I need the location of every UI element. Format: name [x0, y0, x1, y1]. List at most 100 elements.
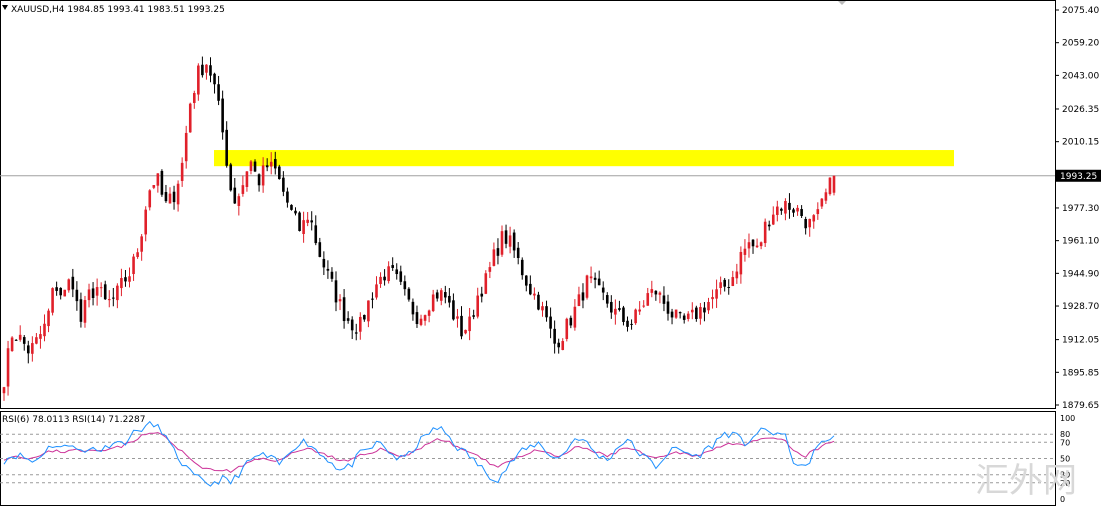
candle	[581, 283, 585, 309]
candle	[241, 175, 245, 197]
candle	[439, 288, 443, 306]
candle	[638, 301, 641, 315]
candle	[79, 292, 83, 328]
candle	[824, 188, 828, 204]
candle	[496, 238, 500, 265]
candle-body	[601, 287, 605, 293]
candle-body	[476, 295, 480, 317]
candle-body	[642, 305, 646, 307]
candle	[278, 164, 281, 180]
candle	[302, 211, 305, 243]
candle-body	[780, 208, 783, 211]
candle-body	[83, 300, 87, 323]
rsi-tick-label: 20	[1060, 479, 1070, 488]
candle	[504, 224, 508, 249]
candle	[140, 234, 143, 261]
candle-body	[832, 175, 836, 193]
scroll-marker-icon[interactable]	[838, 1, 846, 5]
candle	[472, 309, 475, 320]
candle	[804, 216, 807, 235]
candle-body	[278, 166, 281, 180]
candle	[711, 289, 714, 309]
candle-body	[480, 293, 484, 297]
candle-body	[492, 249, 496, 266]
candle	[776, 200, 779, 222]
candle	[26, 340, 30, 364]
candle	[524, 275, 528, 292]
candle-body	[383, 276, 386, 281]
candle	[107, 290, 111, 308]
candle	[217, 75, 220, 106]
candle-body	[618, 308, 621, 310]
candle	[403, 275, 407, 296]
candle	[431, 289, 435, 313]
candle-body	[241, 185, 245, 194]
candle-body	[545, 306, 548, 318]
candle	[654, 290, 658, 301]
candle	[399, 265, 403, 286]
candle	[172, 185, 176, 210]
candle-body	[496, 248, 500, 256]
candle-body	[828, 177, 832, 195]
candle-body	[391, 265, 394, 268]
candle	[18, 325, 22, 342]
candle	[512, 229, 516, 258]
price-tick-label: 1977.30	[1062, 204, 1099, 214]
candle	[55, 281, 58, 296]
candle-body	[707, 301, 710, 311]
candle-body	[148, 190, 152, 208]
candle-body	[541, 306, 544, 311]
candle	[273, 151, 277, 175]
candle	[51, 287, 54, 316]
candle-body	[614, 308, 617, 315]
candle-body	[116, 285, 119, 301]
candle-body	[610, 301, 613, 313]
candle-body	[188, 103, 192, 133]
candle-body	[593, 277, 597, 280]
candle-body	[419, 318, 423, 325]
candle	[306, 212, 309, 227]
candle	[43, 314, 46, 342]
candle-body	[565, 318, 569, 339]
candle	[290, 204, 293, 211]
candle-body	[55, 287, 58, 291]
candle	[87, 283, 91, 308]
candle-body	[699, 307, 702, 319]
candle	[6, 340, 10, 396]
candle-body	[91, 288, 95, 299]
candle	[184, 125, 188, 169]
candle	[545, 300, 548, 322]
candle-body	[423, 315, 427, 321]
candle	[618, 300, 621, 312]
candle	[468, 307, 471, 341]
candle	[573, 299, 577, 331]
candle-body	[444, 292, 447, 298]
dropdown-triangle-icon[interactable]	[2, 5, 8, 10]
candle	[642, 300, 646, 308]
candle-body	[120, 278, 123, 289]
candle	[577, 286, 581, 307]
candle	[132, 253, 135, 281]
candle	[435, 289, 439, 302]
candle-body	[670, 311, 674, 318]
candle-body	[6, 348, 10, 387]
candle	[557, 338, 560, 354]
candle-body	[715, 289, 718, 299]
candle-body	[435, 292, 439, 299]
candle-body	[529, 283, 532, 295]
candle-body	[31, 343, 34, 354]
candle-body	[124, 277, 127, 282]
candle	[605, 292, 609, 308]
candle	[35, 333, 38, 345]
candle	[703, 302, 706, 322]
candle-body	[452, 300, 455, 320]
candle	[565, 317, 569, 342]
candle-body	[358, 316, 362, 332]
candle	[533, 287, 536, 300]
candle	[245, 171, 249, 192]
candle-body	[464, 329, 467, 334]
candle	[326, 260, 330, 279]
candle-body	[51, 288, 54, 313]
candle-body	[354, 332, 358, 334]
candle	[658, 291, 662, 304]
